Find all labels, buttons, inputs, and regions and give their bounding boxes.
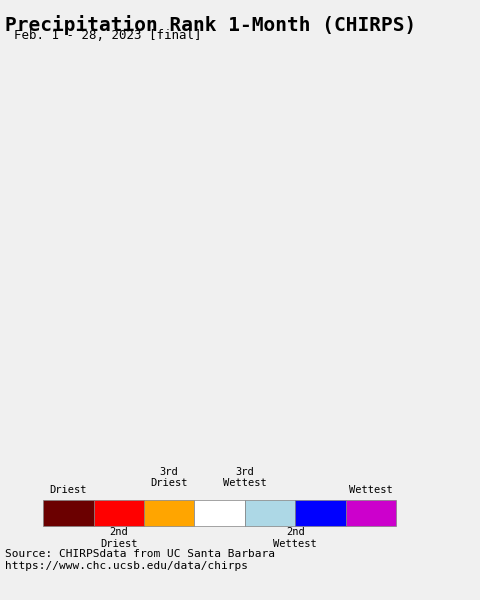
Text: Feb. 1 - 28, 2023 [final]: Feb. 1 - 28, 2023 [final] bbox=[14, 29, 202, 42]
Text: 2nd
Driest: 2nd Driest bbox=[100, 527, 138, 548]
Text: 3rd
Driest: 3rd Driest bbox=[150, 467, 188, 488]
FancyBboxPatch shape bbox=[194, 500, 245, 526]
Text: 3rd
Wettest: 3rd Wettest bbox=[223, 467, 267, 488]
Text: 2nd
Wettest: 2nd Wettest bbox=[273, 527, 317, 548]
FancyBboxPatch shape bbox=[43, 500, 94, 526]
FancyBboxPatch shape bbox=[144, 500, 194, 526]
Text: Precipitation Rank 1-Month (CHIRPS): Precipitation Rank 1-Month (CHIRPS) bbox=[5, 15, 416, 35]
FancyBboxPatch shape bbox=[346, 500, 396, 526]
Text: Wettest: Wettest bbox=[349, 485, 393, 496]
FancyBboxPatch shape bbox=[245, 500, 295, 526]
Text: Driest: Driest bbox=[49, 485, 87, 496]
FancyBboxPatch shape bbox=[295, 500, 346, 526]
FancyBboxPatch shape bbox=[94, 500, 144, 526]
Text: Source: CHIRPSdata from UC Santa Barbara
https://www.chc.ucsb.edu/data/chirps: Source: CHIRPSdata from UC Santa Barbara… bbox=[5, 549, 275, 571]
